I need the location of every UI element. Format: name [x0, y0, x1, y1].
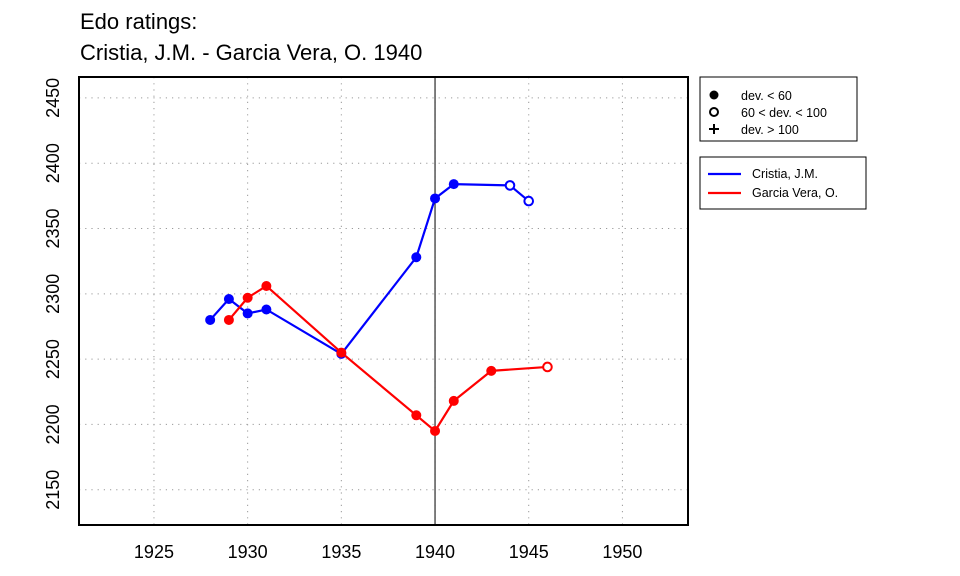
legend-label: 60 < dev. < 100	[741, 106, 827, 120]
chart-title: Edo ratings:	[80, 9, 197, 34]
y-tick-label: 2350	[43, 208, 63, 248]
legend-label: dev. < 60	[741, 89, 792, 103]
data-point	[430, 193, 441, 204]
x-tick-label: 1925	[134, 542, 174, 562]
x-tick-label: 1950	[602, 542, 642, 562]
legend-deviation: dev. < 60 60 < dev. < 100 dev. > 100	[699, 76, 858, 142]
series-line	[209, 182, 530, 356]
data-point	[448, 395, 459, 406]
y-tick-label: 2150	[43, 470, 63, 510]
data-point	[411, 252, 422, 263]
data-point	[486, 365, 497, 376]
y-tick-label: 2450	[43, 78, 63, 118]
plot-frame	[78, 76, 689, 526]
data-point	[242, 292, 253, 303]
legend-series: Cristia, J.M. Garcia Vera, O.	[699, 156, 867, 210]
series-cristia-j-m	[205, 179, 535, 359]
data-point	[261, 280, 272, 291]
data-point	[261, 304, 272, 315]
data-point-open	[542, 361, 553, 373]
plus-icon	[709, 124, 719, 134]
data-point	[448, 179, 459, 190]
x-tick-label: 1935	[321, 542, 361, 562]
data-point-open	[523, 195, 535, 207]
x-tick-label: 1930	[228, 542, 268, 562]
data-point	[336, 347, 347, 358]
legend-box	[699, 156, 867, 210]
data-point	[223, 294, 234, 305]
data-point	[242, 308, 253, 319]
axes: 1925 1930 1935 1940 1945 1950 2150 2200 2250 2300…	[43, 78, 642, 562]
legend-label: dev. > 100	[741, 123, 799, 137]
x-tick-label: 1945	[509, 542, 549, 562]
chart-subtitle: Cristia, J.M. - Garcia Vera, O. 1940	[80, 40, 422, 65]
legend-label: Garcia Vera, O.	[752, 186, 838, 200]
data-point-open	[504, 180, 516, 191]
y-tick-label: 2300	[43, 274, 63, 314]
y-tick-label: 2200	[43, 404, 63, 444]
legend-label: Cristia, J.M.	[752, 167, 818, 181]
series-layer	[205, 179, 553, 436]
legend-box	[699, 76, 858, 142]
data-point	[205, 314, 216, 325]
filled-circle-icon	[709, 90, 719, 100]
series-garcia-vera-o	[223, 280, 553, 436]
series-line	[228, 284, 548, 433]
x-tick-label: 1940	[415, 542, 455, 562]
data-point	[411, 410, 422, 421]
y-tick-label: 2250	[43, 339, 63, 379]
data-point	[430, 425, 441, 436]
data-point	[223, 314, 234, 325]
y-tick-label: 2400	[43, 143, 63, 183]
open-circle-icon	[709, 107, 719, 117]
